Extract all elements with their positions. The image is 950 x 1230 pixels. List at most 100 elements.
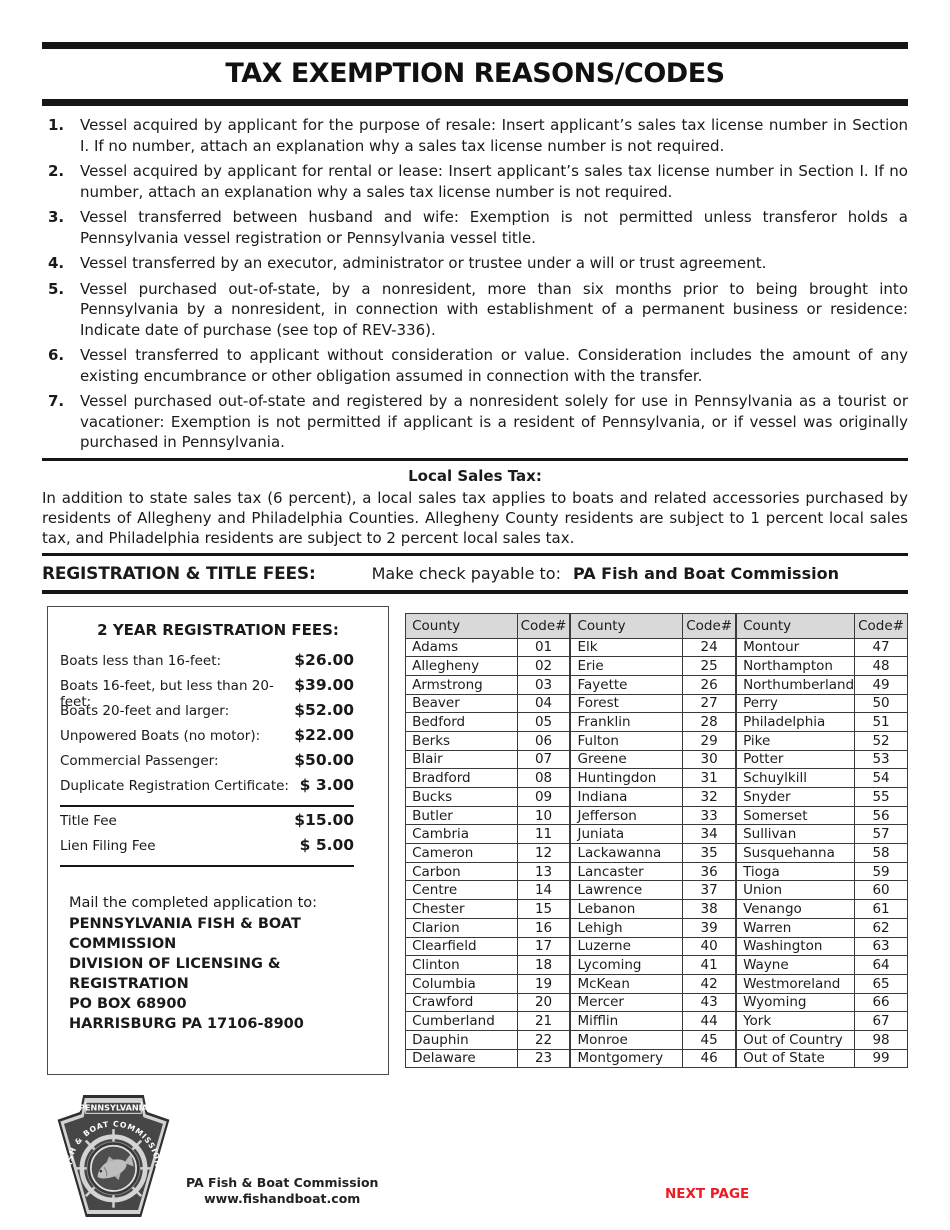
logo-state-text: PENNSYLVANIA <box>79 1102 149 1112</box>
county-code-cell: 25 <box>682 656 737 676</box>
county-header: County <box>569 612 684 639</box>
county-cell: Allegheny <box>405 656 518 676</box>
county-table-row: Berks 06 Fulton 29 Pike 52 <box>405 730 908 751</box>
fee-label: Boats 20-feet and larger: <box>60 702 230 719</box>
county-table-row: Cambria 11 Juniata 34 Sullivan 57 <box>405 824 908 845</box>
county-code-cell: 19 <box>516 973 571 994</box>
county-table-row: Clarion 16 Lehigh 39 Warren 62 <box>405 917 908 938</box>
fee-label: Lien Filing Fee <box>60 837 156 854</box>
fee-amount: $26.00 <box>294 650 355 669</box>
top-rule <box>42 42 908 49</box>
fee-amount: $ 5.00 <box>299 835 355 854</box>
mailing-address-block: Mail the completed application to: PENNS… <box>48 895 388 1034</box>
county-code-table: County Code# County Code# County Code# A… <box>405 612 908 1069</box>
county-table-body: Adams 01 Elk 24 Montour 47 Allegheny 02 Erie 25 No… <box>405 637 908 1069</box>
county-table-row: Crawford 20 Mercer 43 Wyoming 66 <box>405 992 908 1013</box>
county-code-cell: 98 <box>854 1029 908 1050</box>
county-cell: Westmoreland <box>735 973 856 994</box>
county-code-cell: 27 <box>682 693 737 714</box>
county-table-row: Delaware 23 Montgomery 46 Out of State 99 <box>405 1048 908 1069</box>
divider <box>60 864 355 867</box>
county-cell: Columbia <box>405 973 518 994</box>
footer: PENNSYLVANIA FISH & BOAT COMMISSION <box>55 1093 908 1219</box>
county-cell: McKean <box>569 973 684 994</box>
county-table-row: Bucks 09 Indiana 32 Snyder 55 <box>405 787 908 807</box>
code-header: Code# <box>516 612 571 639</box>
county-header: County <box>405 612 518 639</box>
county-code-cell: 66 <box>854 992 908 1013</box>
county-cell: Huntingdon <box>569 768 684 788</box>
county-table-row: Carbon 13 Lancaster 36 Tioga 59 <box>405 861 908 882</box>
county-code-cell: 20 <box>516 992 571 1013</box>
fees-section-header: REGISTRATION & TITLE FEES: Make check pa… <box>42 564 908 584</box>
county-code-cell: 12 <box>516 843 571 863</box>
reason-text: Vessel transferred by an executor, admin… <box>80 254 767 272</box>
fee-label: Boats 16-feet, but less than 20-feet: <box>60 677 274 710</box>
county-code-cell: 65 <box>854 973 908 994</box>
fee-amount: $39.00 <box>294 675 355 694</box>
county-code-cell: 50 <box>854 693 908 714</box>
county-cell: Wayne <box>735 955 856 975</box>
title-bottom-rule <box>42 99 908 106</box>
county-code-cell: 03 <box>516 674 571 695</box>
county-cell: Washington <box>735 936 856 957</box>
local-sales-tax-body: In addition to state sales tax (6 percen… <box>42 488 908 547</box>
county-cell: Luzerne <box>569 936 684 957</box>
county-code-cell: 46 <box>682 1048 737 1069</box>
county-code-cell: 14 <box>516 880 571 901</box>
fee-label: Duplicate Registration Certificate: <box>60 777 289 794</box>
fee-amount: $52.00 <box>294 700 355 719</box>
local-sales-tax-heading: Local Sales Tax: <box>408 466 542 485</box>
exemption-reason-item: 2. Vessel acquired by applicant for renta… <box>42 161 908 202</box>
county-code-cell: 23 <box>516 1048 571 1069</box>
county-cell: Susquehanna <box>735 843 856 863</box>
fee-row: Title Fee $15.00 <box>60 811 354 836</box>
county-cell: Perry <box>735 693 856 714</box>
county-code-cell: 09 <box>516 787 571 807</box>
county-cell: Cumberland <box>405 1011 518 1031</box>
county-code-cell: 39 <box>682 917 737 938</box>
divider <box>42 589 908 594</box>
county-cell: Out of State <box>735 1048 856 1069</box>
county-cell: Greene <box>569 749 684 770</box>
exemption-reason-item: 5. Vessel purchased out-of-state, by a no… <box>42 279 908 341</box>
county-cell: Lehigh <box>569 917 684 938</box>
fee-label: Unpowered Boats (no motor): <box>60 727 261 744</box>
county-code-cell: 22 <box>516 1029 571 1050</box>
county-cell: Out of Country <box>735 1029 856 1050</box>
code-header: Code# <box>854 612 908 639</box>
county-cell: Monroe <box>569 1029 684 1050</box>
county-table-row: Cumberland 21 Mifflin 44 York 67 <box>405 1011 908 1031</box>
fee-label: Title Fee <box>60 812 117 829</box>
reason-number: 5. <box>48 279 65 298</box>
county-code-cell: 34 <box>682 824 737 845</box>
county-cell: Wyoming <box>735 992 856 1013</box>
county-code-cell: 53 <box>854 749 908 770</box>
county-cell: Potter <box>735 749 856 770</box>
county-cell: Cambria <box>405 824 518 845</box>
reason-number: 7. <box>48 392 65 410</box>
county-code-cell: 01 <box>516 637 571 658</box>
county-table-row: Bedford 05 Franklin 28 Philadelphia 51 <box>405 712 908 732</box>
fee-amount: $ 3.00 <box>299 775 355 794</box>
next-page-label: NEXT PAGE <box>665 1186 750 1202</box>
county-code-cell: 28 <box>682 712 737 732</box>
county-table-row: Cameron 12 Lackawanna 35 Susquehanna 58 <box>405 843 908 863</box>
county-code-cell: 54 <box>854 768 908 788</box>
county-cell: Jefferson <box>569 805 684 826</box>
county-code-cell: 06 <box>516 730 571 751</box>
county-cell: Clinton <box>405 955 518 975</box>
reason-text: Vessel purchased out-of-state, by a nonr… <box>80 279 908 339</box>
reason-text: Vessel purchased out-of-state and regist… <box>80 392 908 451</box>
county-cell: Lancaster <box>569 861 684 882</box>
fee-amount: $22.00 <box>294 725 355 744</box>
county-cell: Fulton <box>569 730 684 751</box>
county-cell: Venango <box>735 899 856 919</box>
county-table-row: Clinton 18 Lycoming 41 Wayne 64 <box>405 955 908 975</box>
county-code-cell: 36 <box>682 861 737 882</box>
county-code-cell: 33 <box>682 805 737 826</box>
fee-label: Commercial Passenger: <box>60 752 219 769</box>
county-code-cell: 41 <box>682 955 737 975</box>
county-cell: Union <box>735 880 856 901</box>
fee-label: Boats less than 16-feet: <box>60 652 222 669</box>
